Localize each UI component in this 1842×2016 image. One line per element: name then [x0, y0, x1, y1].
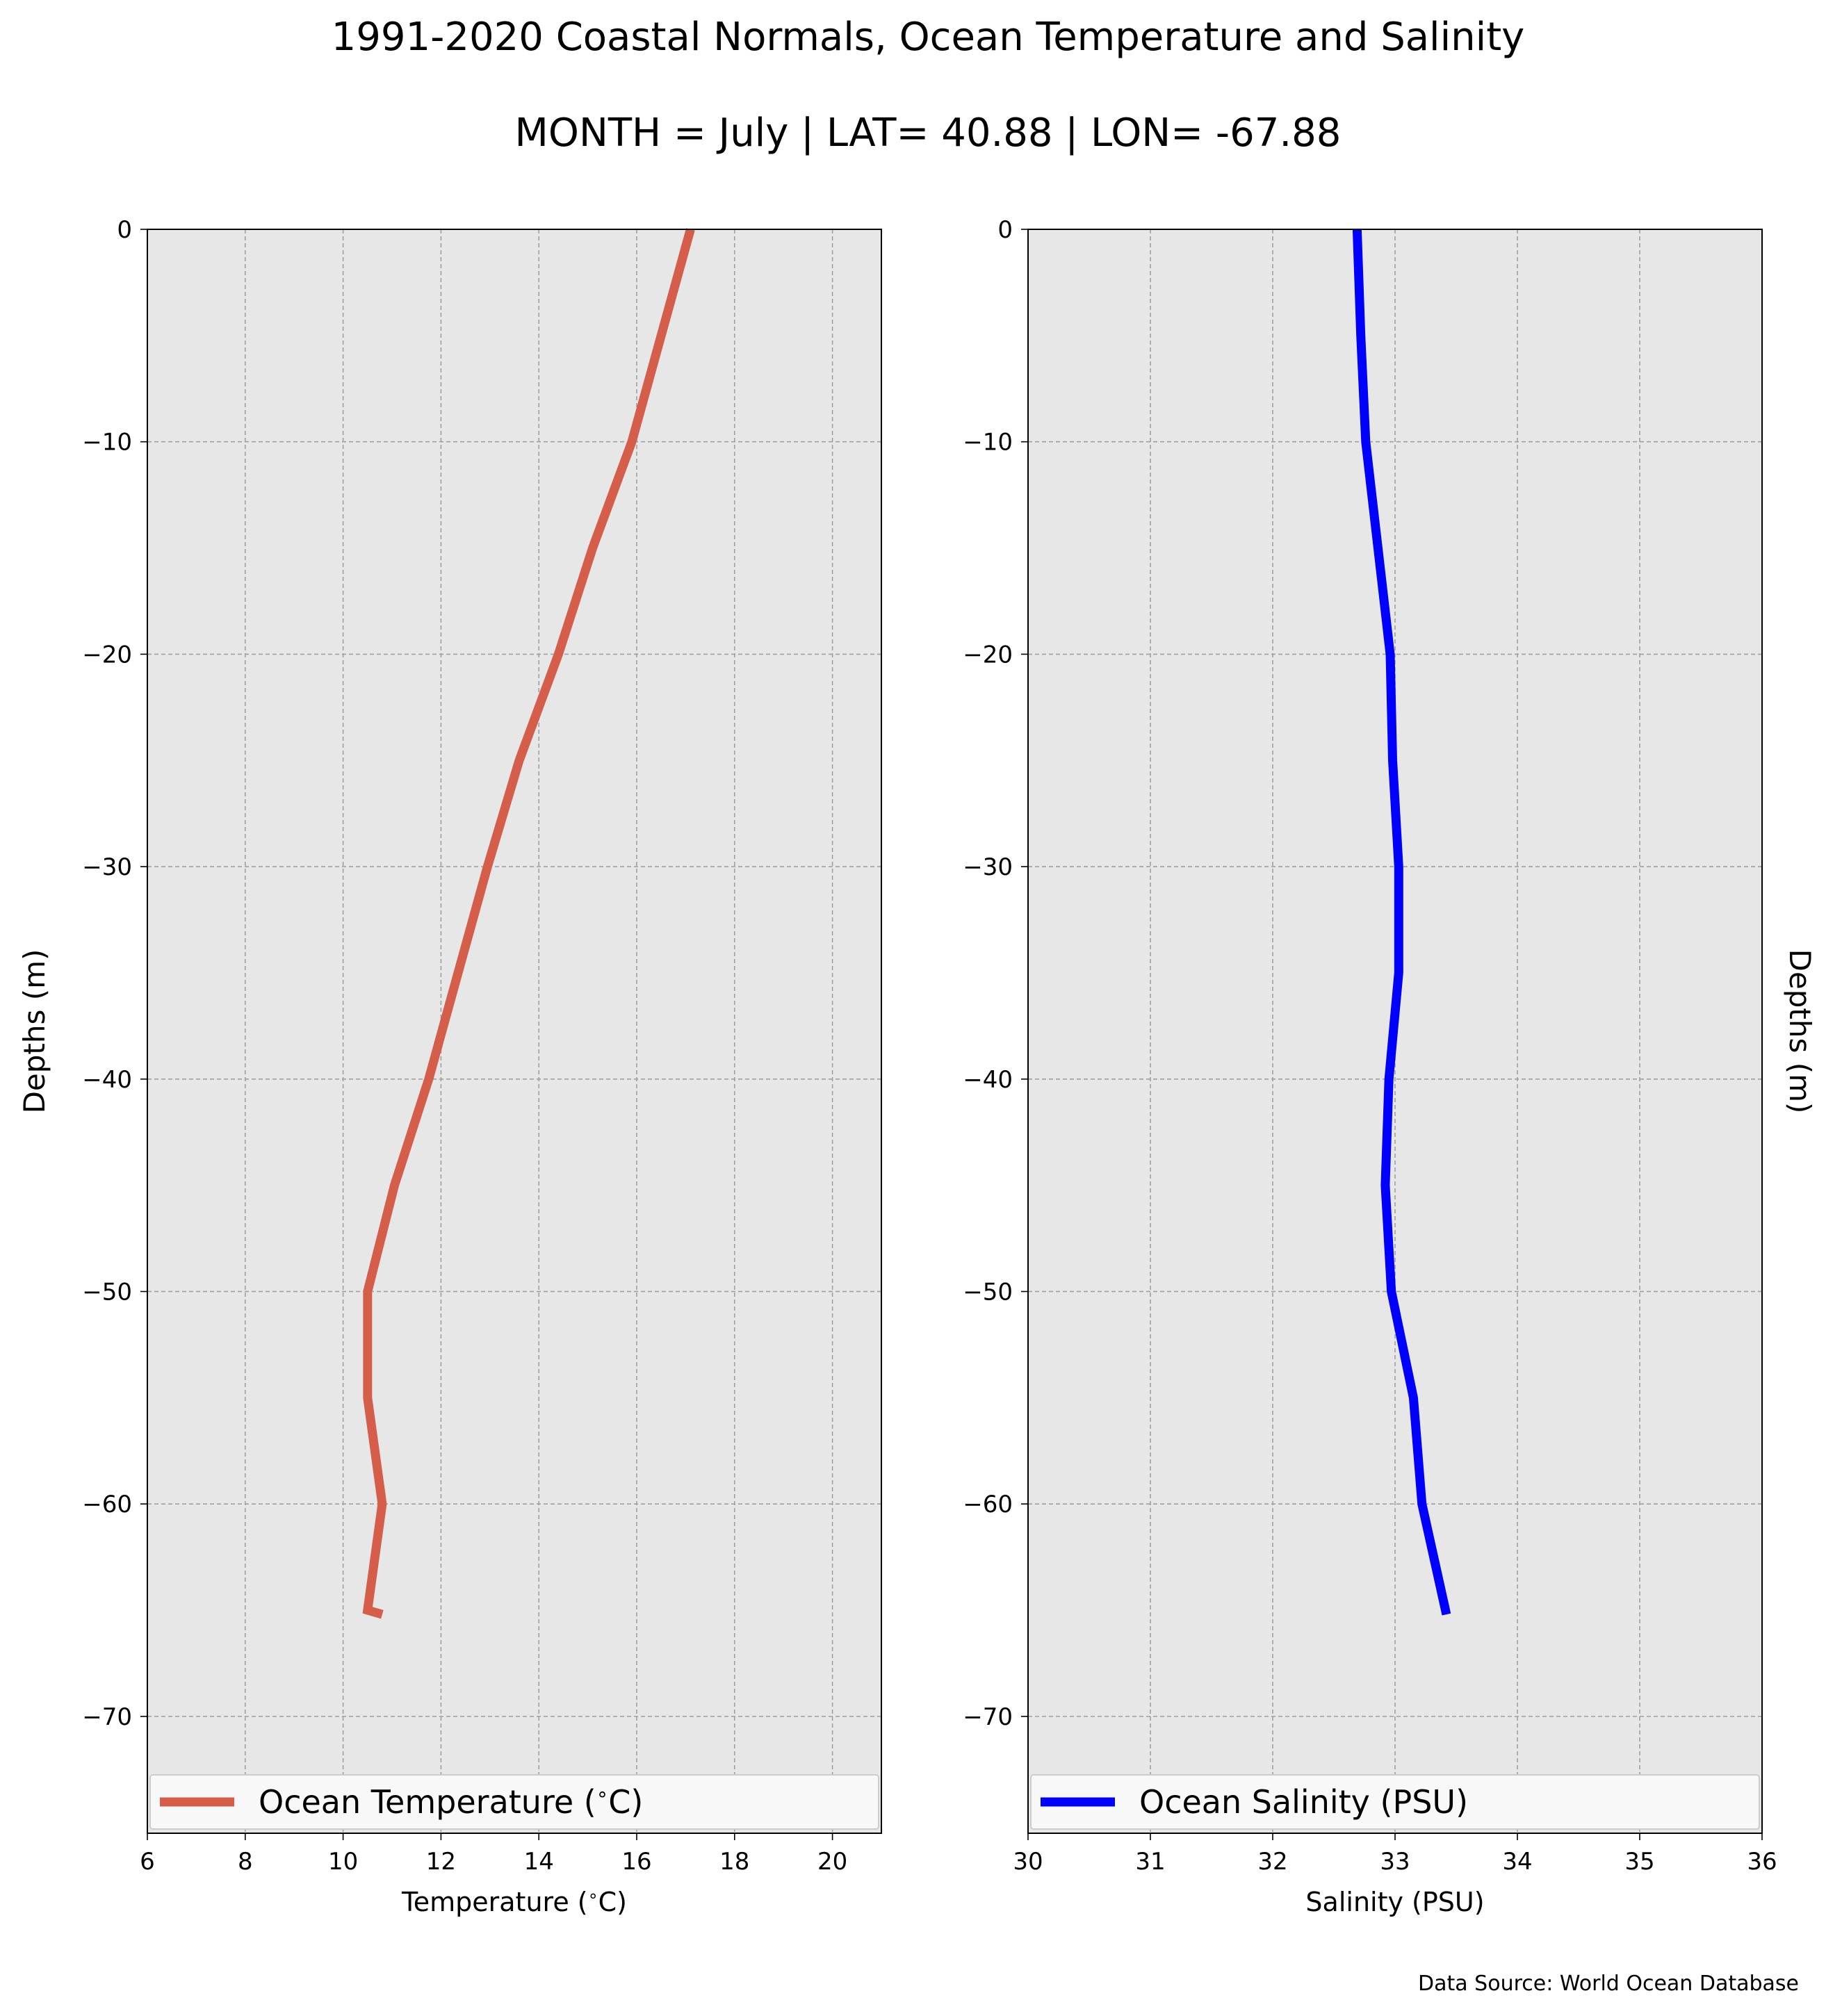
series-line [362, 228, 695, 1619]
y-tick-label: −40 [82, 1066, 132, 1094]
y-tick-label: −60 [82, 1491, 132, 1518]
x-tick-label: 34 [1502, 1848, 1532, 1876]
x-axis-label-unit: C) [598, 1887, 627, 1917]
y-tick-label: −60 [963, 1491, 1013, 1518]
y-tick-label: −30 [82, 853, 132, 881]
chart-title: 1991-2020 Coastal Normals, Ocean Tempera… [332, 15, 1525, 60]
plot-area [147, 229, 881, 1833]
x-tick-label: 12 [426, 1848, 456, 1876]
y-tick-label: −10 [82, 429, 132, 457]
salinity-panel: Ocean Salinity (PSU) 30 31 32 33 34 35 36 0 −10 −2… [963, 216, 1817, 1917]
y-tick-label: −40 [963, 1066, 1013, 1094]
x-tick-label: 16 [621, 1848, 651, 1876]
y-tick-label: −20 [82, 641, 132, 669]
y-tick-label: −50 [963, 1278, 1013, 1306]
degree-symbol: ∘ [596, 1783, 609, 1805]
x-tick-label: 14 [524, 1848, 554, 1876]
axes-frame [147, 229, 882, 1834]
x-tick-label: 8 [238, 1848, 253, 1876]
y-tick-label: 0 [117, 216, 132, 244]
x-tick-label: 6 [140, 1848, 155, 1876]
y-tick-label: −70 [82, 1703, 132, 1731]
x-tick-label: 10 [328, 1848, 358, 1876]
degree-symbol: ∘ [588, 1886, 598, 1906]
y-tick-label: −10 [963, 429, 1013, 457]
y-tick-label: −70 [963, 1703, 1013, 1731]
chart-subtitle: MONTH = July | LAT= 40.88 | LON= -67.88 [515, 110, 1342, 156]
x-axis-label: Salinity (PSU) [1305, 1887, 1484, 1917]
x-tick-label: 32 [1257, 1848, 1287, 1876]
y-tick-label: −20 [963, 641, 1013, 669]
x-tick-label: 36 [1747, 1848, 1777, 1876]
legend-label: Ocean Temperature (∘C) [259, 1783, 643, 1821]
x-tick-label: 30 [1013, 1848, 1043, 1876]
temperature-panel: Ocean Temperature (∘C) 6 8 10 12 14 16 18 20 0 −10… [17, 216, 882, 1917]
legend-box [149, 1774, 879, 1830]
y-axis-label: Depths (m) [17, 949, 51, 1114]
y-tick-label: −30 [963, 853, 1013, 881]
x-tick-label: 33 [1380, 1848, 1410, 1876]
y-tick-label: 0 [997, 216, 1013, 244]
y-axis-label: Depths (m) [1783, 949, 1817, 1114]
y-tick-label: −50 [82, 1278, 132, 1306]
data-source-note: Data Source: World Ocean Database [1418, 1972, 1799, 1996]
x-tick-label: 35 [1624, 1848, 1654, 1876]
legend-unit: C) [608, 1783, 643, 1821]
x-tick-label: 20 [817, 1848, 847, 1876]
legend-box [1030, 1774, 1760, 1830]
series-line [1352, 229, 1451, 1616]
legend-label: Ocean Salinity (PSU) [1139, 1783, 1468, 1821]
x-tick-label: 18 [719, 1848, 749, 1876]
x-tick-label: 31 [1135, 1848, 1165, 1876]
